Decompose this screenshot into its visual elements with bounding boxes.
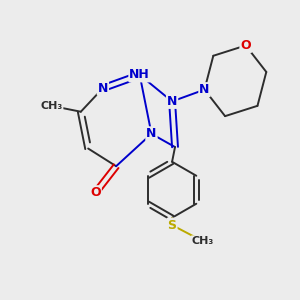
Text: CH₃: CH₃ bbox=[40, 101, 62, 111]
Text: O: O bbox=[90, 186, 101, 199]
Text: N: N bbox=[167, 95, 177, 108]
Text: O: O bbox=[240, 39, 251, 52]
Text: N: N bbox=[146, 127, 157, 140]
Text: N: N bbox=[98, 82, 108, 95]
Text: S: S bbox=[168, 219, 177, 232]
Text: NH: NH bbox=[129, 68, 150, 81]
Text: N: N bbox=[199, 83, 210, 96]
Text: CH₃: CH₃ bbox=[192, 236, 214, 246]
